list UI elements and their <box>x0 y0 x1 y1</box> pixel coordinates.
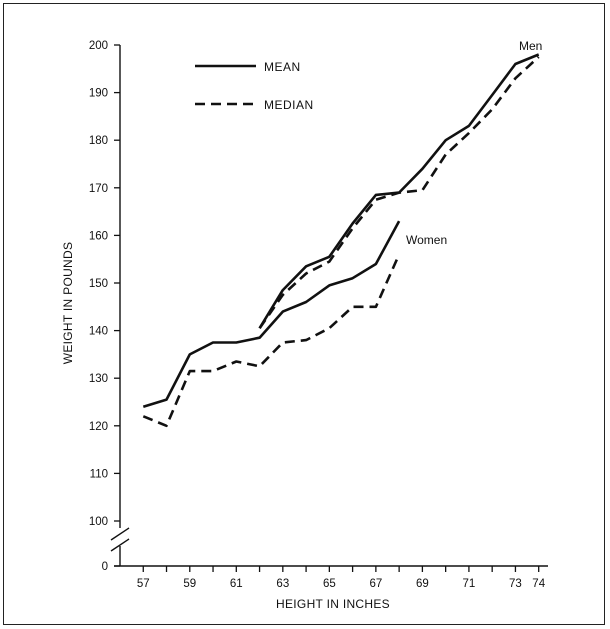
y-tick-label: 190 <box>89 88 108 100</box>
x-axis-title: HEIGHT IN INCHES <box>276 597 390 611</box>
x-tick-label: 67 <box>369 578 382 590</box>
x-tick-label: 59 <box>183 578 196 590</box>
men-median-line <box>258 55 540 329</box>
tick-labels: 100 110 120 130 140 150 160 170 180 190 200 0 57 59 61… <box>89 40 546 590</box>
x-tick-label: 69 <box>416 578 429 590</box>
tick-marks <box>114 44 540 572</box>
y-tick-label: 130 <box>89 373 108 385</box>
y-axis-title: WEIGHT IN POUNDS <box>61 242 75 365</box>
x-tick-label: 73 <box>509 578 522 590</box>
y-tick-label: 170 <box>89 183 108 195</box>
legend-median-label: MEDIAN <box>264 98 314 112</box>
x-tick-label: 74 <box>532 578 545 590</box>
y-axis-break-mark <box>110 538 130 552</box>
y-tick-label: 0 <box>102 561 108 573</box>
women-median-line <box>142 253 401 428</box>
chart-frame <box>3 3 605 625</box>
x-tick-label: 61 <box>230 578 243 590</box>
women-label: Women <box>406 233 447 247</box>
x-tick-label: 63 <box>276 578 289 590</box>
men-label: Men <box>519 39 542 53</box>
y-tick-label: 100 <box>89 516 108 528</box>
x-tick-label: 65 <box>323 578 336 590</box>
x-tick-label: 71 <box>463 578 476 590</box>
y-tick-label: 120 <box>89 421 108 433</box>
y-tick-label: 110 <box>90 468 108 480</box>
x-tick-label: 57 <box>137 578 150 590</box>
y-tick-label: 200 <box>89 40 108 52</box>
legend-mean-label: MEAN <box>264 60 301 74</box>
y-tick-label: 180 <box>89 135 108 147</box>
women-mean-line <box>142 220 401 409</box>
series-lines <box>142 53 540 428</box>
y-tick-label: 150 <box>89 278 108 290</box>
legend: MEAN MEDIAN <box>195 60 314 112</box>
y-tick-label: 160 <box>89 230 108 242</box>
axes <box>110 45 548 567</box>
y-axis-break-mark <box>110 527 130 541</box>
y-tick-label: 140 <box>89 326 108 338</box>
